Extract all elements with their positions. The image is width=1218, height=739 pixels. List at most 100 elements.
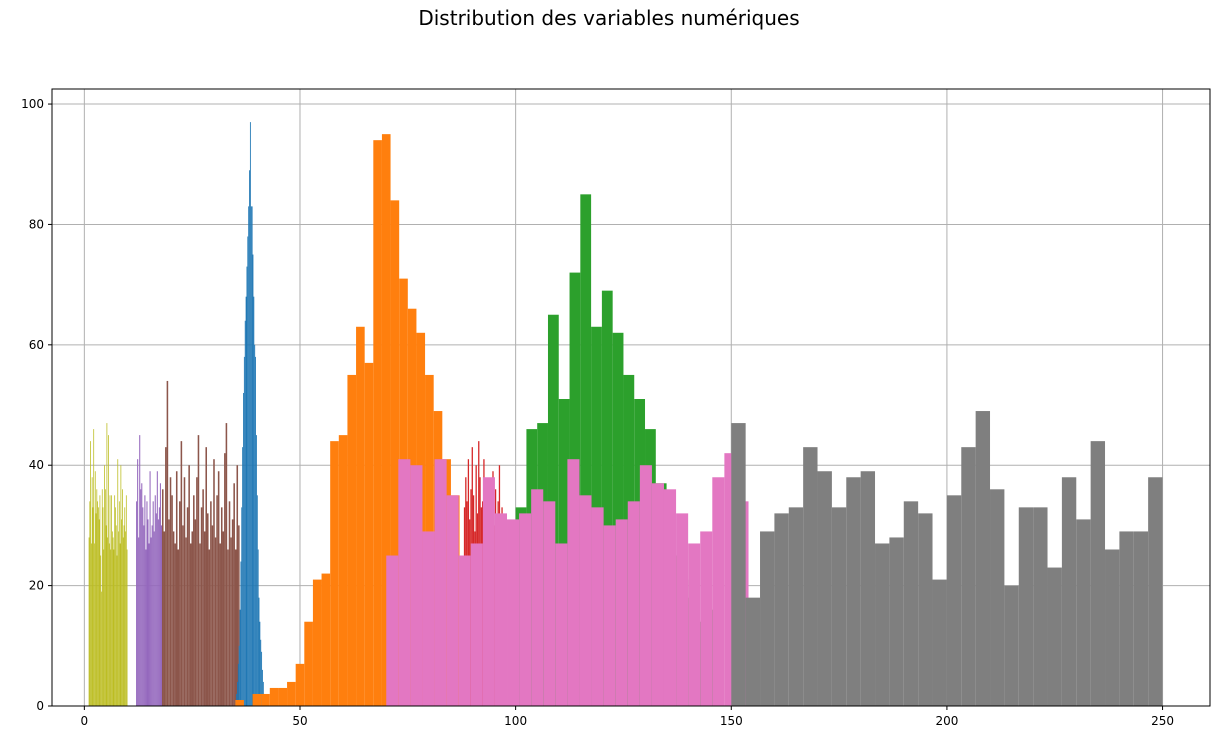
histogram-bar	[651, 483, 664, 706]
y-tick-label: 40	[29, 458, 44, 472]
histogram-bar	[278, 687, 288, 706]
histogram-bar	[225, 423, 228, 706]
histogram-bar	[1061, 477, 1077, 706]
histogram-bar	[117, 459, 119, 706]
histogram-bar	[104, 465, 105, 706]
histogram-bar	[803, 447, 818, 706]
histogram-bar	[663, 489, 677, 706]
histogram-bar	[94, 543, 95, 706]
histogram-bar	[103, 549, 105, 706]
histogram-bar	[252, 254, 254, 706]
histogram-bar	[258, 597, 260, 706]
histogram-bar	[219, 543, 221, 706]
series-3	[235, 122, 266, 707]
histogram-bar	[338, 435, 348, 706]
histogram-bar	[151, 525, 153, 706]
histogram-bar	[745, 597, 761, 706]
histogram-bar	[234, 549, 237, 706]
histogram-bar	[261, 693, 270, 706]
histogram-bar	[166, 380, 169, 706]
histogram-bar	[240, 561, 242, 706]
histogram-bar	[381, 134, 391, 706]
histogram-bar	[211, 525, 214, 706]
histogram-bar	[98, 519, 100, 706]
histogram-bar	[373, 140, 382, 707]
histogram-bar	[251, 206, 253, 706]
x-tick-label: 200	[935, 714, 958, 728]
histogram-bar	[1119, 531, 1134, 706]
x-tick-label: 250	[1151, 714, 1174, 728]
histogram-bar	[330, 441, 339, 706]
histogram-bar	[946, 495, 962, 706]
histogram-bar	[194, 519, 197, 706]
histogram-bar	[252, 693, 262, 706]
histogram-bar	[243, 392, 244, 706]
histogram-bar	[817, 471, 832, 706]
histogram-bar	[253, 296, 255, 706]
histogram-bar	[168, 519, 170, 706]
histogram-bar	[174, 543, 176, 706]
histogram-bar	[961, 447, 976, 706]
histogram-bar	[116, 555, 118, 706]
histogram-bar	[603, 525, 616, 706]
histogram-bar	[196, 477, 198, 706]
histogram-bar	[312, 579, 322, 706]
histogram-bar	[109, 495, 111, 706]
histogram-bar	[975, 411, 991, 706]
histogram-bar	[224, 453, 226, 706]
series-1	[136, 435, 162, 706]
histogram-bar	[356, 326, 365, 706]
histogram-bar	[106, 423, 108, 706]
histogram-bar	[220, 507, 223, 706]
histogram-bar	[446, 495, 459, 706]
histogram-bar	[760, 531, 775, 706]
histogram-bar	[88, 537, 90, 706]
histogram-bar	[92, 507, 94, 706]
histogram-bar	[470, 543, 483, 706]
x-tick-label: 0	[81, 714, 89, 728]
histogram-bar	[96, 489, 98, 706]
histogram-bar	[107, 537, 109, 706]
x-tick-label: 100	[504, 714, 527, 728]
histogram-bar	[245, 296, 247, 706]
histogram-bar	[180, 441, 183, 706]
series-7	[386, 453, 749, 706]
histogram-bar	[160, 525, 162, 706]
histogram-bar	[155, 513, 157, 706]
histogram-bar	[210, 501, 212, 706]
histogram-bar	[247, 236, 249, 707]
histogram-bar	[543, 501, 556, 706]
histogram-bar	[90, 441, 91, 706]
histogram-bar	[889, 537, 904, 706]
histogram-bar	[774, 513, 789, 706]
histogram-bar	[639, 465, 652, 706]
histogram-bar	[932, 579, 947, 706]
histogram-bar	[152, 501, 154, 706]
y-tick-label: 100	[21, 97, 44, 111]
histogram-bar	[91, 477, 93, 706]
histogram-bar	[579, 495, 592, 706]
histogram-bar	[304, 621, 313, 706]
histogram-bar	[169, 477, 172, 706]
histogram-bar	[237, 663, 239, 706]
histogram-bar	[138, 537, 140, 706]
histogram-bar	[136, 501, 138, 706]
histogram-bar	[244, 320, 246, 706]
histogram-bar	[321, 573, 331, 706]
histogram-bar	[95, 513, 97, 706]
histogram-bar	[172, 531, 175, 706]
histogram-bar	[121, 519, 123, 706]
histogram-bar	[93, 429, 95, 706]
histogram-bar	[186, 507, 189, 706]
histogram-bar	[731, 423, 746, 706]
histogram-bar	[144, 495, 146, 706]
histogram-bar	[242, 447, 244, 706]
histogram-bar	[249, 170, 250, 706]
histogram-bar	[94, 471, 96, 706]
histogram-bar	[159, 483, 161, 706]
histogram-bar	[156, 471, 158, 706]
histogram-bar	[237, 681, 238, 706]
histogram-bar	[183, 477, 186, 706]
histogram-bar	[410, 465, 423, 706]
histogram-bar	[200, 507, 203, 706]
